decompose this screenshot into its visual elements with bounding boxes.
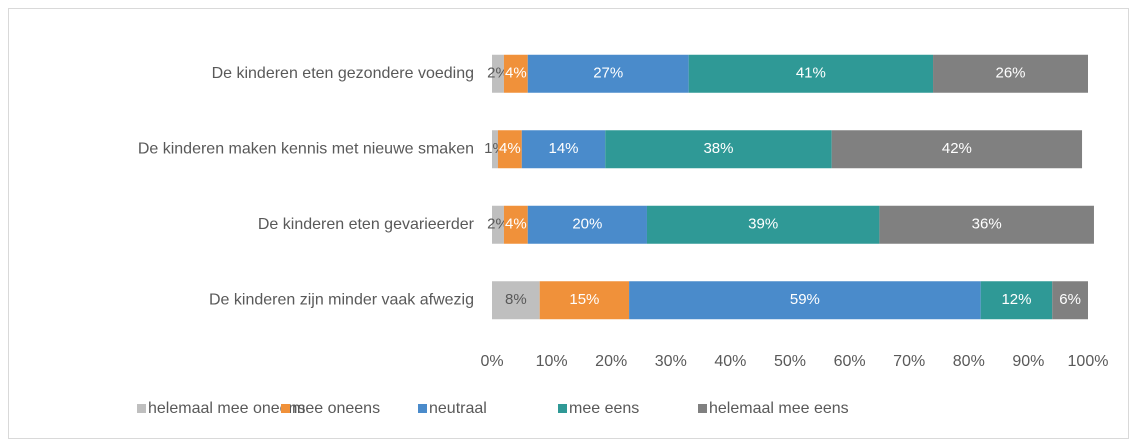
x-tick-label: 100% xyxy=(1068,353,1109,370)
x-tick-label: 70% xyxy=(893,353,925,370)
x-tick-label: 80% xyxy=(953,353,985,370)
data-label: 41% xyxy=(796,65,826,82)
data-label: 36% xyxy=(972,216,1002,233)
bar-segment xyxy=(539,281,630,320)
data-label: 12% xyxy=(1001,291,1031,308)
bar-segment xyxy=(879,205,1094,244)
x-tick-label: 20% xyxy=(595,353,627,370)
data-label: 8% xyxy=(505,291,527,308)
legend-swatch xyxy=(137,404,146,413)
bar-segment xyxy=(646,205,880,244)
x-tick-label: 40% xyxy=(714,353,746,370)
data-label: 2% xyxy=(487,216,509,233)
legend-label: mee eens xyxy=(569,400,639,417)
x-tick-label: 0% xyxy=(480,353,503,370)
legend-swatch xyxy=(698,404,707,413)
bar-segment xyxy=(492,130,498,169)
x-tick-label: 30% xyxy=(655,353,687,370)
x-tick-label: 90% xyxy=(1012,353,1044,370)
bar-segment xyxy=(831,130,1083,169)
data-label: 39% xyxy=(748,216,778,233)
bar-segment xyxy=(503,54,528,93)
data-label: 14% xyxy=(549,140,579,157)
data-label: 42% xyxy=(942,140,972,157)
legend-label: helemaal mee oneens xyxy=(148,400,305,417)
data-label: 26% xyxy=(996,65,1026,82)
legend-swatch xyxy=(281,404,290,413)
data-label: 59% xyxy=(790,291,820,308)
bar-segment xyxy=(1052,281,1088,320)
category-label: De kinderen maken kennis met nieuwe smak… xyxy=(138,140,474,157)
data-label: 6% xyxy=(1059,291,1081,308)
x-tick-label: 60% xyxy=(834,353,866,370)
legend-label: neutraal xyxy=(429,400,487,417)
bar-segment xyxy=(933,54,1088,93)
bar-segment xyxy=(492,205,504,244)
data-label: 15% xyxy=(569,291,599,308)
category-label: De kinderen eten gezondere voeding xyxy=(212,65,474,82)
x-tick-label: 50% xyxy=(774,353,806,370)
bar-segment xyxy=(980,281,1053,320)
bar-segment xyxy=(527,205,647,244)
category-label: De kinderen zijn minder vaak afwezig xyxy=(209,291,474,308)
bar-segment xyxy=(497,130,522,169)
bar-segment xyxy=(605,130,832,169)
bar-segment xyxy=(629,281,981,320)
data-label: 4% xyxy=(505,216,527,233)
data-label: 27% xyxy=(593,65,623,82)
legend-label: mee oneens xyxy=(292,400,380,417)
legend-swatch xyxy=(418,404,427,413)
data-label: 4% xyxy=(505,65,527,82)
legend-label: helemaal mee eens xyxy=(709,400,849,417)
bar-segment xyxy=(527,54,689,93)
legend-swatch xyxy=(558,404,567,413)
bar-segment xyxy=(688,54,934,93)
data-label: 20% xyxy=(572,216,602,233)
bar-segment xyxy=(492,281,540,320)
data-label: 38% xyxy=(703,140,733,157)
data-label: 2% xyxy=(487,65,509,82)
category-label: De kinderen eten gevarieerder xyxy=(258,216,475,233)
data-label: 4% xyxy=(499,140,521,157)
bar-segment xyxy=(521,130,606,169)
bar-segment xyxy=(503,205,528,244)
bar-segment xyxy=(492,54,504,93)
x-tick-label: 10% xyxy=(536,353,568,370)
